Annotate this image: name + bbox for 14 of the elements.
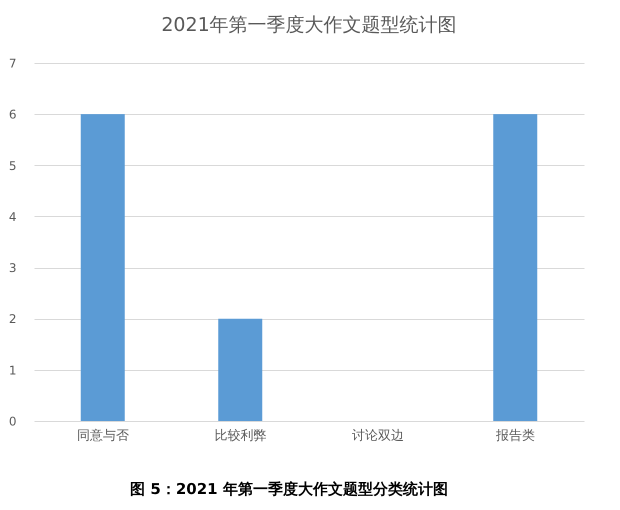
y-tick-label: 4 [8, 210, 16, 224]
y-tick-label: 2 [8, 312, 16, 326]
x-tick-label: 报告类 [494, 428, 535, 444]
x-tick-label: 讨论双边 [352, 428, 404, 444]
y-tick-label: 3 [8, 261, 16, 276]
x-tick-label: 同意与否 [76, 428, 129, 444]
y-tick-label: 7 [8, 56, 16, 70]
chart-title: 2021年第一季度大作文题型统计图 [161, 14, 457, 36]
y-tick-label: 5 [8, 158, 16, 173]
y-tick-label: 6 [8, 108, 16, 122]
y-tick-label: 1 [8, 363, 16, 378]
y-tick-label: 0 [8, 414, 16, 428]
x-tick-label: 比较利弊 [214, 428, 266, 444]
caption: 图 5：2021 年第一季度大作文题型分类统计图 [130, 480, 448, 498]
